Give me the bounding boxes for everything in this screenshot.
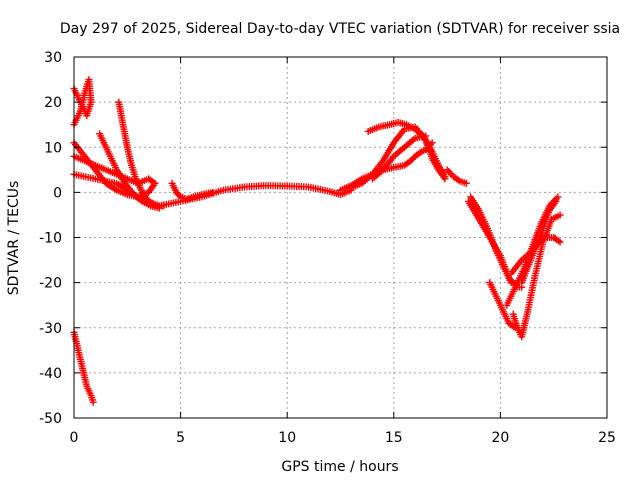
data-point [554, 237, 562, 245]
series-track-j [364, 118, 449, 181]
data-point [556, 238, 564, 246]
y-tick-label: 10 [44, 140, 62, 156]
data-point [454, 176, 462, 184]
y-tick-label: 0 [53, 185, 62, 201]
y-tick-labels: -50 -40 -30 -20 -10 0 10 20 30 [39, 50, 62, 427]
series-track-s [518, 197, 560, 287]
data-point [175, 191, 183, 199]
data-point [507, 279, 515, 287]
y-tick-label: 20 [44, 95, 62, 111]
y-tick-label: -30 [39, 321, 62, 337]
x-tick-label: 0 [70, 430, 79, 446]
data-point [552, 197, 560, 205]
data-point [416, 149, 424, 157]
y-tick-label: -50 [39, 411, 62, 427]
series-track-g [168, 179, 217, 203]
x-tick-label: 25 [598, 430, 616, 446]
y-tick-label: -10 [39, 231, 62, 247]
data-points [70, 76, 564, 406]
x-tick-labels: 0 5 10 15 20 25 [70, 430, 616, 446]
data-point [554, 193, 562, 201]
data-point [556, 211, 564, 219]
x-tick-label: 20 [491, 430, 509, 446]
y-tick-label: 30 [44, 50, 62, 66]
axis-ticks [73, 56, 608, 419]
x-tick-label: 15 [385, 430, 403, 446]
series-track-b [70, 328, 97, 406]
data-point [422, 132, 430, 140]
y-tick-label: -20 [39, 276, 62, 292]
x-tick-label: 5 [176, 430, 185, 446]
series-track-k [368, 132, 430, 183]
chart-title: Day 297 of 2025, Sidereal Day-to-day VTE… [60, 21, 620, 37]
series-track-o [486, 279, 519, 332]
x-axis-title: GPS time / hours [281, 459, 398, 475]
series-track-l [443, 166, 470, 187]
y-tick-label: -40 [39, 366, 62, 382]
series-track-n [467, 193, 515, 287]
x-tick-label: 10 [278, 430, 296, 446]
y-axis-title: SDTVAR / TECUs [6, 181, 22, 296]
data-point [209, 188, 217, 196]
data-point [441, 173, 449, 181]
data-point [89, 398, 97, 406]
data-point [462, 179, 470, 187]
series-track-p [509, 211, 564, 341]
